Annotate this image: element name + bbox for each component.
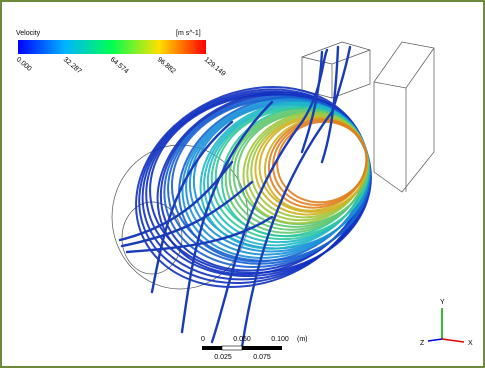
legend-tick-label: 64.574 [109, 56, 130, 75]
axis-label: X [468, 340, 473, 347]
streamlines [103, 47, 401, 347]
legend-ticks: 0.000 32.287 64.574 96.882 129.149 [15, 56, 227, 78]
outlet-box [374, 42, 434, 192]
scale-segment [202, 346, 222, 350]
legend-tick-label: 0.000 [15, 56, 33, 73]
legend-tick-label: 32.287 [62, 56, 83, 75]
axis-triad: Y X Z [420, 299, 473, 347]
scale-segment [242, 346, 282, 350]
scale-label: 0.025 [214, 354, 232, 361]
axis-label: Y [440, 299, 445, 306]
scale-bar: 0 0.050 0.100 (m) 0.025 0.075 [201, 336, 307, 361]
scale-label: 0 [201, 336, 205, 343]
scale-label: 0.100 [271, 336, 289, 343]
scale-label: 0.075 [253, 354, 271, 361]
axis-label: Z [420, 340, 425, 347]
x-axis-arrow [442, 339, 464, 342]
scale-label: 0.050 [233, 336, 251, 343]
render: Velocity [m s^-1] 0.000 32.287 64.574 96.88… [2, 2, 483, 366]
scale-unit: (m) [297, 336, 308, 343]
legend-unit: [m s^-1] [176, 30, 201, 37]
scale-segment [222, 346, 242, 350]
z-axis-arrow [428, 339, 442, 341]
legend-tick-label: 129.149 [203, 56, 227, 78]
legend-title: Velocity [16, 30, 41, 37]
color-bar [18, 40, 206, 54]
viewer: Velocity [m s^-1] 0.000 32.287 64.574 96.88… [0, 0, 485, 368]
legend-tick-label: 96.882 [156, 56, 177, 75]
